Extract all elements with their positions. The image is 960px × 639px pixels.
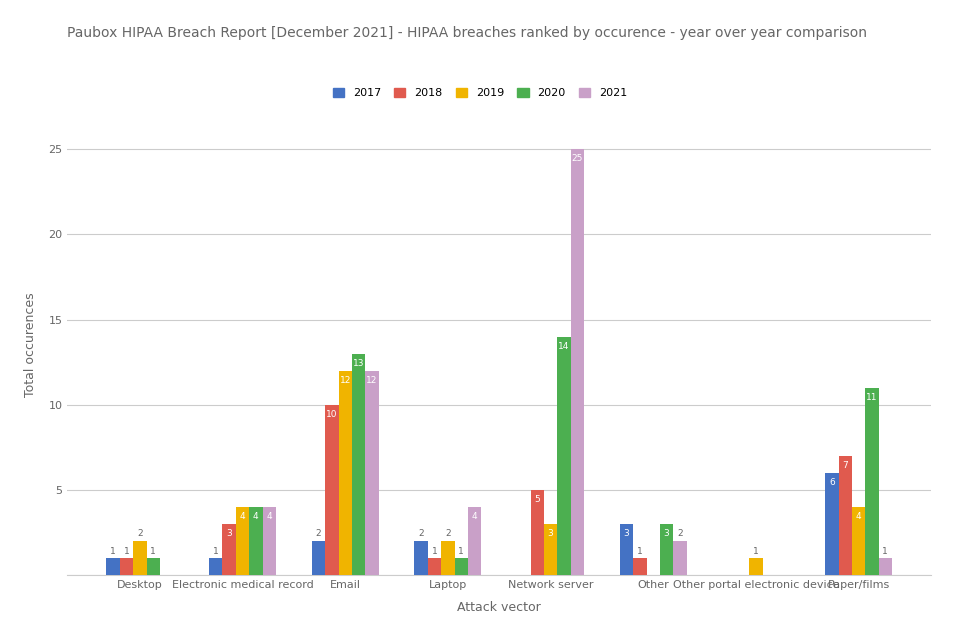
Text: 4: 4	[266, 512, 272, 521]
Bar	[557, 337, 570, 575]
Text: 11: 11	[866, 393, 877, 402]
Text: Paubox HIPAA Breach Report [December 2021] - HIPAA breaches ranked by occurence : Paubox HIPAA Breach Report [December 202…	[67, 26, 867, 40]
Text: 5: 5	[535, 495, 540, 504]
Bar	[325, 404, 339, 575]
Text: 2: 2	[445, 530, 450, 539]
Bar	[147, 558, 160, 575]
Text: 1: 1	[124, 546, 130, 555]
Text: 14: 14	[558, 342, 569, 351]
Bar	[250, 507, 262, 575]
Text: 4: 4	[855, 512, 861, 521]
Text: 3: 3	[227, 529, 232, 538]
Bar	[415, 541, 428, 575]
Bar	[634, 558, 646, 575]
Bar	[749, 558, 762, 575]
Bar	[428, 558, 442, 575]
Text: 2: 2	[419, 530, 424, 539]
Bar	[223, 524, 236, 575]
Text: 6: 6	[829, 478, 835, 487]
Text: 1: 1	[151, 546, 156, 555]
Bar	[620, 524, 634, 575]
Text: 1: 1	[458, 546, 464, 555]
Bar	[209, 558, 223, 575]
Bar	[531, 490, 544, 575]
Bar	[120, 558, 133, 575]
Text: 3: 3	[547, 529, 553, 538]
Text: 10: 10	[326, 410, 338, 419]
Text: 4: 4	[471, 512, 477, 521]
Text: 25: 25	[571, 154, 583, 163]
Bar	[838, 456, 852, 575]
Bar	[852, 507, 865, 575]
Text: 3: 3	[663, 529, 669, 538]
Text: 2: 2	[137, 530, 143, 539]
Text: 1: 1	[110, 546, 116, 555]
Bar	[826, 473, 838, 575]
Text: 1: 1	[432, 546, 438, 555]
Text: 7: 7	[842, 461, 848, 470]
X-axis label: Attack vector: Attack vector	[457, 601, 541, 614]
Bar	[352, 353, 365, 575]
Bar	[312, 541, 325, 575]
Bar	[878, 558, 892, 575]
Bar	[262, 507, 276, 575]
Bar	[468, 507, 481, 575]
Text: 1: 1	[882, 546, 888, 555]
Bar	[865, 388, 878, 575]
Text: 13: 13	[352, 358, 364, 367]
Text: 4: 4	[240, 512, 246, 521]
Bar	[133, 541, 147, 575]
Text: 1: 1	[753, 546, 758, 555]
Text: 12: 12	[340, 376, 350, 385]
Bar	[442, 541, 454, 575]
Text: 2: 2	[316, 530, 322, 539]
Legend: 2017, 2018, 2019, 2020, 2021: 2017, 2018, 2019, 2020, 2021	[327, 82, 633, 104]
Bar	[365, 371, 378, 575]
Bar	[339, 371, 352, 575]
Bar	[673, 541, 686, 575]
Text: 4: 4	[253, 512, 258, 521]
Text: 2: 2	[677, 530, 683, 539]
Text: 12: 12	[366, 376, 377, 385]
Text: 1: 1	[213, 546, 219, 555]
Y-axis label: Total occurences: Total occurences	[24, 293, 37, 397]
Text: 3: 3	[624, 529, 630, 538]
Bar	[570, 149, 584, 575]
Bar	[454, 558, 468, 575]
Bar	[660, 524, 673, 575]
Text: 1: 1	[637, 546, 643, 555]
Bar	[236, 507, 250, 575]
Bar	[107, 558, 120, 575]
Bar	[544, 524, 557, 575]
